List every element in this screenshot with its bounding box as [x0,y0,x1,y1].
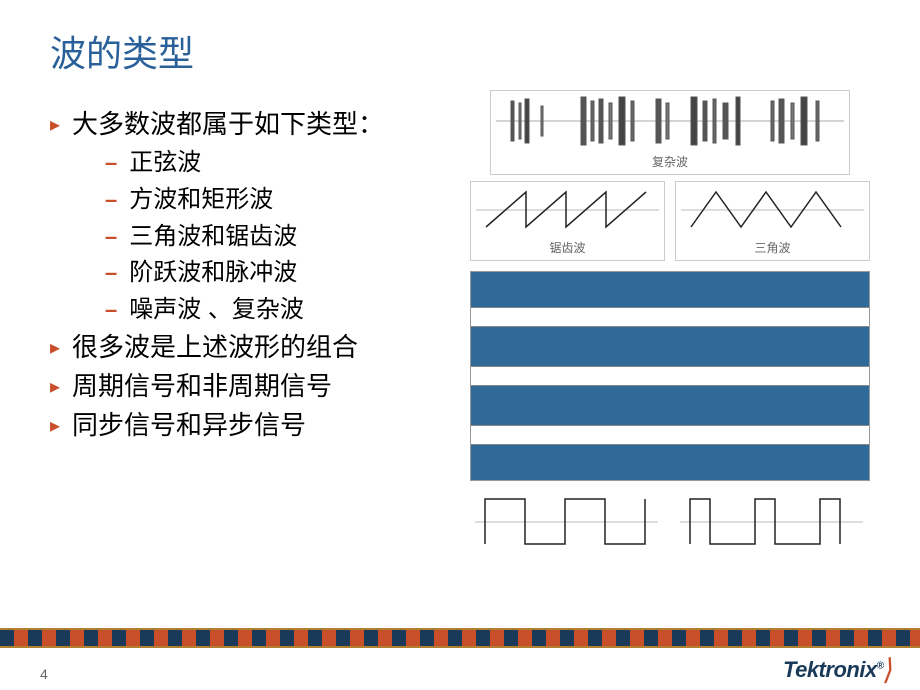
sawtooth-wave-icon [471,182,664,237]
figure-row: 锯齿波 三角波 [450,181,890,267]
list-item: – 方波和矩形波 [105,183,400,218]
list-item: – 正弦波 [105,146,400,181]
bullet-text: 正弦波 [129,146,201,181]
bullet-dash-icon: – [105,150,117,176]
bullet-dash-icon: – [105,297,117,323]
rect-wave-icon [675,489,868,554]
list-item: ▸ 很多波是上述波形的组合 [50,330,400,365]
bullet-text: 同步信号和异步信号 [72,408,306,443]
figure-sawtooth: 锯齿波 [470,181,665,261]
page-number: 4 [40,666,48,682]
bullet-text: 周期信号和非周期信号 [72,369,332,404]
brand-text: Tektronix [783,657,877,682]
bullet-dash-icon: – [105,187,117,213]
figure-square-wave [470,489,665,554]
figure-label: 复杂波 [491,151,849,174]
slide: 波的类型 ▸ 大多数波都属于如下类型： – 正弦波 – 方波和矩形波 – 三角波… [0,0,920,690]
bullet-text: 方波和矩形波 [129,183,273,218]
figure-panel: 复杂波 锯齿波 三角波 [450,90,890,560]
list-item: – 噪声波 、复杂波 [105,293,400,328]
bullet-marker-icon: ▸ [50,335,60,360]
footer: 4 Tektronix®⟩ [0,648,920,690]
figure-label: 锯齿波 [471,237,664,260]
bullet-text: 大多数波都属于如下类型： [72,107,384,142]
white-bar [471,307,869,327]
chevron-icon: ⟩ [883,653,890,686]
registered-icon: ® [877,661,884,672]
bullet-text: 很多波是上述波形的组合 [72,330,358,365]
bullet-dash-icon: – [105,260,117,286]
slide-title: 波的类型 [0,0,920,77]
list-item: ▸ 同步信号和异步信号 [50,408,400,443]
bullet-dash-icon: – [105,224,117,250]
triangle-wave-icon [676,182,869,237]
bullet-text: 三角波和锯齿波 [129,220,297,255]
figure-rect-wave [675,489,870,554]
complex-wave-icon [491,91,849,151]
footer-stripe [0,628,920,648]
figure-label: 三角波 [676,237,869,260]
white-bar [471,366,869,386]
white-bar [471,425,869,445]
list-item: ▸ 周期信号和非周期信号 [50,369,400,404]
brand-logo: Tektronix®⟩ [783,651,892,684]
figure-triangle: 三角波 [675,181,870,261]
bullet-text: 噪声波 、复杂波 [129,293,304,328]
figure-blue-panel [470,271,870,481]
figure-row [450,489,890,560]
list-item: – 三角波和锯齿波 [105,220,400,255]
list-item: – 阶跃波和脉冲波 [105,256,400,291]
square-wave-icon [470,489,663,554]
bullet-marker-icon: ▸ [50,374,60,399]
bullet-marker-icon: ▸ [50,413,60,438]
list-item: ▸ 大多数波都属于如下类型： [50,107,400,142]
bullet-text: 阶跃波和脉冲波 [129,256,297,291]
bullet-marker-icon: ▸ [50,112,60,137]
bullet-list: ▸ 大多数波都属于如下类型： – 正弦波 – 方波和矩形波 – 三角波和锯齿波 … [0,77,400,443]
figure-complex-wave: 复杂波 [490,90,850,175]
